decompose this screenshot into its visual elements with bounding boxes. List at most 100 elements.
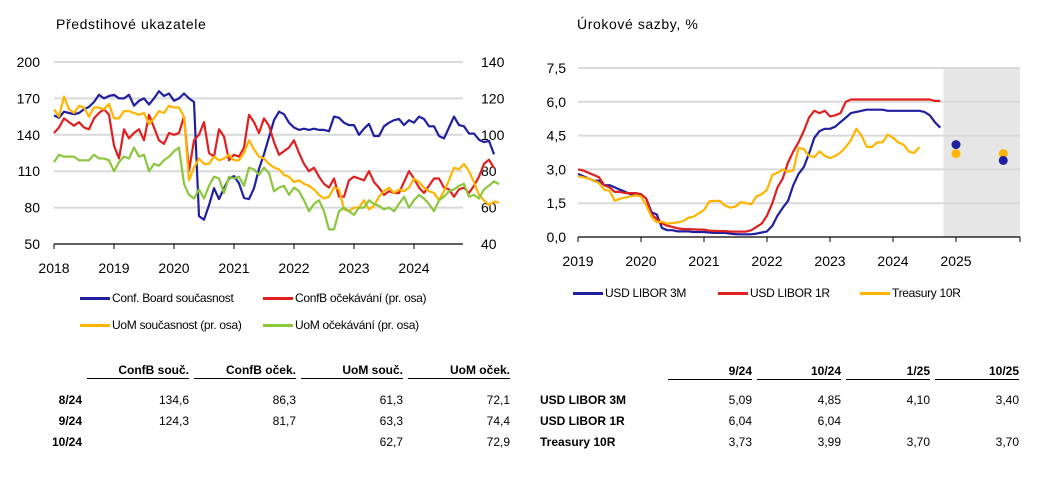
legend-label: USD LIBOR 1R: [750, 286, 830, 300]
legend-label: ConfB očekávání (pr. osa): [295, 291, 427, 305]
table-cell: 61,3: [379, 392, 403, 407]
series-line-uom-sou-asnost-pr-osa-: [53, 95, 500, 213]
legend-item-libor-1r: USD LIBOR 1R: [718, 286, 830, 300]
y-left-tick-label: 200: [17, 54, 41, 70]
series-line-usd-libor-3m: [577, 108, 942, 236]
row-label: Treasury 10R: [540, 434, 616, 449]
column-header: ConfB oček.: [194, 363, 296, 379]
table-cell: [194, 431, 296, 452]
row-label: 10/24: [51, 434, 82, 449]
x-tick-label: 2021: [218, 260, 249, 276]
table-cell: 134,6: [158, 392, 189, 407]
legend-item-confb-expect: ConfB očekávání (pr. osa): [263, 291, 427, 305]
table-cell: 63,3: [379, 413, 403, 428]
y-left-tick-label: 140: [17, 127, 41, 143]
column-header: UoM souč.: [301, 363, 403, 379]
column-header: 10/25: [935, 364, 1019, 380]
column-header: UoM oček.: [408, 363, 510, 379]
right-chart-title: Úrokové sazby, %: [577, 16, 699, 32]
legend-item-uom-expect: UoM očekávání (pr. osa): [263, 318, 419, 332]
column-header: 10/24: [757, 364, 841, 380]
row-label: USD LIBOR 1R: [540, 413, 625, 428]
table-cell: [87, 431, 189, 452]
leading-indicators-table: ConfB souč. ConfB oček. UoM souč. UoM oč…: [40, 363, 510, 452]
table-cell: 62,7: [379, 434, 403, 449]
series-line-confb-o-ek-v-n-pr-osa-: [53, 108, 495, 198]
y-tick-label: 3,0: [547, 161, 567, 177]
y-left-tick-label: 110: [18, 163, 41, 179]
table-cell: 6,04: [728, 413, 752, 428]
y-tick-label: 1,5: [547, 195, 567, 211]
legend-item-treasury-10r: Treasury 10R: [860, 286, 961, 300]
table-row: USD LIBOR 1R 6,04 6,04: [540, 410, 1019, 431]
table-row: 10/24 62,7 72,9: [40, 431, 510, 452]
x-tick-label: 2022: [751, 253, 782, 269]
table-cell: 72,1: [486, 392, 510, 407]
y-tick-label: 7,5: [547, 60, 567, 76]
legend-swatch: [573, 291, 603, 295]
column-header: 9/24: [668, 364, 752, 380]
legend-item-confboard-current: Conf. Board současnost: [80, 291, 234, 305]
forecast-point-treasury-10r: [998, 149, 1008, 159]
table-header-row: ConfB souč. ConfB oček. UoM souč. UoM oč…: [40, 363, 510, 379]
series-line-usd-libor-1r: [577, 98, 941, 233]
table-corner: [40, 363, 82, 379]
table-cell: [846, 410, 930, 431]
legend-swatch: [860, 291, 890, 295]
legend-label: UoM současnost (pr. osa): [112, 318, 242, 332]
y-tick-label: 4,5: [547, 128, 567, 144]
x-tick-label: 2019: [562, 253, 593, 269]
table-row: USD LIBOR 3M 5,09 4,85 4,10 3,40: [540, 389, 1019, 410]
table-cell: [935, 410, 1019, 431]
x-tick-label: 2018: [38, 260, 69, 276]
y-tick-label: 0,0: [547, 229, 567, 245]
table-cell: 4,85: [817, 392, 841, 407]
y-left-tick-label: 80: [24, 200, 40, 216]
series-line-conf-board-sou-asnost: [53, 89, 496, 221]
x-tick-label: 2020: [625, 253, 656, 269]
y-right-tick-label: 40: [481, 236, 497, 252]
table-cell: 72,9: [486, 434, 510, 449]
column-header: ConfB souč.: [87, 363, 189, 379]
interest-rates-table: 9/24 10/24 1/25 10/25 USD LIBOR 3M 5,09 …: [540, 364, 1019, 452]
table-row: 8/24 134,6 86,3 61,3 72,1: [40, 389, 510, 410]
interest-rates-chart: 0,0 1,5 3,0 4,5 6,0 7,5 2019 2020 2021 2022 2023 20…: [547, 60, 1021, 269]
row-label: 9/24: [58, 413, 82, 428]
table-cell: 3,99: [817, 434, 841, 449]
table-cell: 3,70: [906, 434, 930, 449]
table-cell: 3,40: [995, 392, 1019, 407]
y-left-tick-label: 50: [24, 236, 40, 252]
legend-label: Treasury 10R: [892, 286, 961, 300]
table-cell: 4,10: [906, 392, 930, 407]
legend-swatch: [263, 296, 293, 300]
table-cell: 6,04: [817, 413, 841, 428]
table-cell: 86,3: [272, 392, 296, 407]
table-cell: 3,70: [995, 434, 1019, 449]
x-tick-label: 2023: [338, 260, 369, 276]
y-right-tick-label: 120: [481, 90, 505, 106]
forecast-point-usd-libor-3m: [998, 155, 1008, 165]
legend-swatch: [80, 323, 110, 327]
table-row: Treasury 10R 3,73 3,99 3,70 3,70: [540, 431, 1019, 452]
table-cell: 3,73: [728, 434, 752, 449]
x-tick-label: 2021: [688, 253, 719, 269]
legend-swatch: [80, 296, 110, 300]
y-right-tick-label: 100: [481, 127, 505, 143]
series-line-uom-o-ek-v-n-pr-osa-: [53, 146, 500, 231]
legend-item-libor-3m: USD LIBOR 3M: [573, 286, 686, 300]
column-header: 1/25: [846, 364, 930, 380]
row-label: 8/24: [58, 392, 82, 407]
table-cell: 5,09: [728, 392, 752, 407]
table-cell: 74,4: [486, 413, 510, 428]
legend-label: UoM očekávání (pr. osa): [295, 318, 419, 332]
table-header-row: 9/24 10/24 1/25 10/25: [540, 364, 1019, 380]
table-cell: 81,7: [272, 413, 296, 428]
x-tick-label: 2023: [814, 253, 845, 269]
legend-swatch: [263, 323, 293, 327]
x-tick-label: 2025: [940, 253, 971, 269]
x-tick-label: 2022: [278, 260, 309, 276]
x-tick-label: 2020: [158, 260, 189, 276]
legend-label: USD LIBOR 3M: [605, 286, 687, 300]
table-corner: [540, 364, 668, 380]
table-cell: 124,3: [158, 413, 189, 428]
